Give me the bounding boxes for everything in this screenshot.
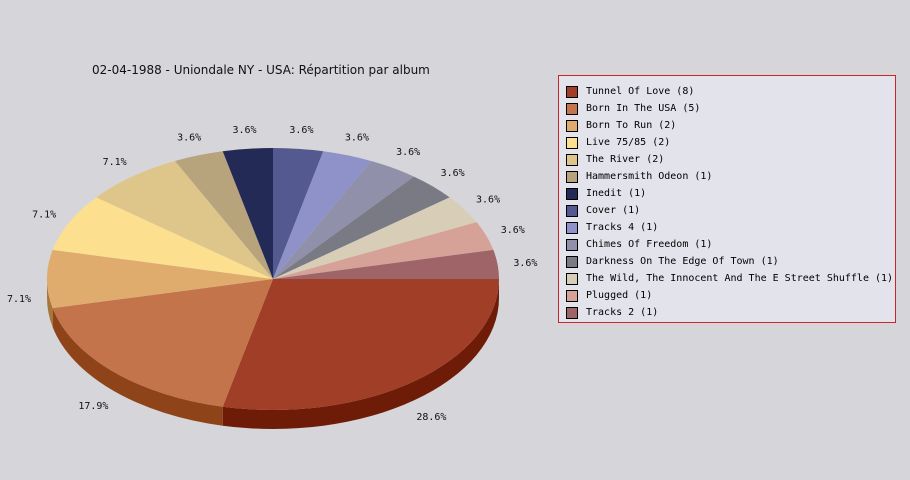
- pie-slice: [273, 222, 494, 279]
- legend-swatch: [566, 255, 578, 268]
- legend-label: Inedit (1): [586, 188, 647, 199]
- legend-item: Plugged (1): [566, 287, 652, 304]
- legend-swatch: [566, 153, 578, 166]
- pie-slice-side: [52, 308, 223, 426]
- legend-label: Live 75/85 (2): [586, 137, 671, 148]
- slice-percent-label: 3.6%: [289, 125, 313, 136]
- legend-item: The River (2): [566, 151, 664, 168]
- legend-item: Cover (1): [566, 202, 640, 219]
- slice-percent-label: 3.6%: [396, 147, 420, 158]
- pie-slice: [52, 197, 273, 279]
- legend-item: Inedit (1): [566, 185, 646, 202]
- pie-slice: [273, 176, 450, 279]
- legend-item: Hammersmith Odeon (1): [566, 168, 712, 185]
- slice-percent-label: 3.6%: [233, 125, 257, 136]
- pie-slice-side: [222, 279, 499, 430]
- pie-slice: [273, 151, 372, 279]
- legend-swatch: [566, 204, 578, 217]
- pie-slice: [52, 279, 273, 407]
- legend-swatch: [566, 221, 578, 234]
- legend-label: Plugged (1): [586, 290, 653, 301]
- pie-slice: [222, 279, 499, 411]
- legend-label: Born In The USA (5): [586, 103, 701, 114]
- slice-percent-label: 3.6%: [177, 132, 201, 143]
- legend-label: Cover (1): [586, 205, 641, 216]
- legend-label: Tracks 4 (1): [586, 222, 659, 233]
- legend-label: Tracks 2 (1): [586, 307, 659, 318]
- slice-percent-label: 3.6%: [513, 258, 537, 269]
- legend-item: Born In The USA (5): [566, 100, 700, 117]
- pie-slice: [273, 148, 324, 279]
- legend-item: Darkness On The Edge Of Town (1): [566, 253, 779, 270]
- slice-percent-label: 3.6%: [501, 225, 525, 236]
- legend-label: Tunnel Of Love (8): [586, 86, 695, 97]
- legend-item: Live 75/85 (2): [566, 134, 670, 151]
- legend-item: The Wild, The Innocent And The E Street …: [566, 270, 893, 287]
- slice-percent-label: 17.9%: [78, 401, 108, 412]
- pie-slice: [96, 160, 273, 279]
- legend-item: Tunnel Of Love (8): [566, 83, 694, 100]
- slice-percent-label: 7.1%: [103, 157, 127, 168]
- slice-percent-label: 3.6%: [441, 168, 465, 179]
- pie-slice: [273, 160, 414, 279]
- legend-item: Born To Run (2): [566, 117, 676, 134]
- legend-swatch: [566, 289, 578, 302]
- slice-percent-label: 3.6%: [476, 195, 500, 206]
- legend-swatch: [566, 187, 578, 200]
- legend-swatch: [566, 238, 578, 251]
- slice-percent-label: 28.6%: [416, 412, 446, 423]
- slice-percent-label: 7.1%: [32, 209, 56, 220]
- legend-swatch: [566, 272, 578, 285]
- legend-label: Darkness On The Edge Of Town (1): [586, 256, 779, 267]
- chart-legend: Tunnel Of Love (8) Born In The USA (5) Bor…: [558, 75, 896, 323]
- pie-slice: [273, 197, 477, 279]
- chart-title: 02-04-1988 - Uniondale NY - USA: Réparti…: [92, 63, 430, 77]
- pie-slice-side: [47, 279, 53, 328]
- legend-item: Tracks 2 (1): [566, 304, 658, 321]
- legend-label: The River (2): [586, 154, 665, 165]
- legend-swatch: [566, 136, 578, 149]
- legend-label: Born To Run (2): [586, 120, 677, 131]
- pie-slice: [273, 249, 499, 279]
- legend-item: Chimes Of Freedom (1): [566, 236, 712, 253]
- pie-slice: [47, 249, 274, 309]
- legend-swatch: [566, 170, 578, 183]
- legend-swatch: [566, 102, 578, 115]
- slice-percent-label: 7.1%: [7, 294, 31, 305]
- legend-swatch: [566, 85, 578, 98]
- legend-label: Chimes Of Freedom (1): [586, 239, 713, 250]
- legend-label: Hammersmith Odeon (1): [586, 171, 713, 182]
- pie-slice: [174, 151, 273, 279]
- slice-percent-label: 3.6%: [345, 132, 369, 143]
- legend-swatch: [566, 306, 578, 319]
- legend-swatch: [566, 119, 578, 132]
- pie-slice: [222, 148, 273, 279]
- legend-item: Tracks 4 (1): [566, 219, 658, 236]
- legend-label: The Wild, The Innocent And The E Street …: [586, 273, 894, 284]
